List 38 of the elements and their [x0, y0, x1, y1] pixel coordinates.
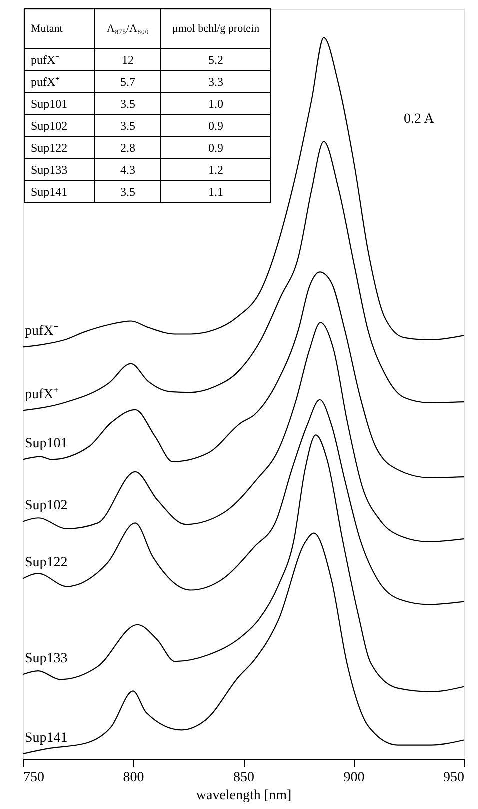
annotation: 3.5	[120, 185, 136, 199]
x-tick-label: 950	[444, 770, 464, 786]
annotation: Sup101	[31, 97, 68, 111]
annotation: 0.9	[208, 141, 224, 155]
series-label: Sup141	[25, 730, 68, 746]
annotation: 1.0	[208, 97, 224, 111]
x-tick-label: 800	[123, 770, 144, 786]
series-label: pufX⁺	[25, 388, 59, 403]
x-tick-label: 850	[234, 770, 254, 786]
annotation: 0.2 A	[404, 112, 436, 127]
text: Mutant	[31, 23, 63, 35]
series-label: Sup122	[25, 556, 68, 571]
annotation: 3.5	[120, 119, 136, 133]
annotation: 3.5	[120, 97, 136, 111]
text: μmol bchl/g protein	[172, 23, 260, 35]
annotation: 1.2	[208, 163, 224, 177]
annotation: 2.8	[120, 141, 136, 155]
annotation: Sup102	[31, 119, 68, 133]
annotation: 12	[122, 53, 134, 67]
x-tick-label: 750	[24, 770, 44, 786]
series-label: Sup102	[25, 498, 68, 514]
annotation: Sup141	[31, 185, 68, 199]
annotation: Sup133	[31, 163, 68, 177]
x-axis-title: wavelength [nm]	[196, 788, 292, 804]
x-tick-label: 900	[344, 770, 365, 786]
annotation: 3.3	[208, 75, 224, 89]
annotation: pufX⁺	[31, 75, 60, 89]
annotation: 0.9	[208, 119, 224, 133]
series-label: Sup133	[25, 652, 68, 667]
series-label: Sup101	[25, 436, 68, 452]
series-label: pufX⁻	[25, 324, 59, 340]
annotation: 1.1	[208, 185, 224, 199]
annotation: 5.2	[208, 53, 224, 67]
text: A₈₇₅/A₈₀₀	[107, 23, 150, 35]
annotation: 4.3	[120, 163, 136, 177]
annotation: Sup122	[31, 141, 68, 155]
annotation: pufX⁻	[31, 53, 60, 67]
annotation: 5.7	[120, 75, 136, 89]
